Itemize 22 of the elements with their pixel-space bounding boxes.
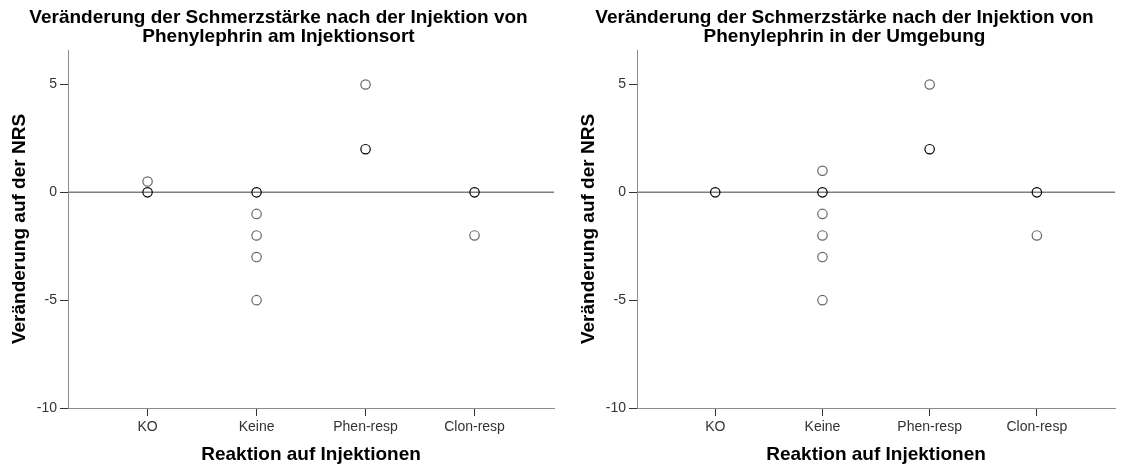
y-tick-label: -10 — [605, 398, 627, 415]
x-axis-title: Reaktion auf Injektionen — [766, 442, 986, 464]
y-tick-label: -10 — [36, 398, 58, 415]
y-axis-title: Veränderung auf der NRS — [576, 113, 598, 345]
y-tick-label: 0 — [49, 183, 58, 200]
x-tick-label: Keine — [804, 418, 841, 435]
y-tick-label: -5 — [613, 291, 627, 308]
x-tick-label: Keine — [238, 418, 275, 435]
chart-title: Veränderung der Schmerzstärke nach der Injektion von Phenylephrin in der Umgebung — [595, 5, 1094, 46]
y-tick-label: 5 — [49, 75, 58, 92]
y-tick-label: 5 — [618, 75, 627, 92]
x-tick-label: Phen-resp — [897, 418, 963, 435]
x-tick-label: Clon-resp — [1006, 418, 1068, 435]
x-tick-label: Clon-resp — [444, 418, 506, 435]
y-axis-title: Veränderung auf der NRS — [7, 113, 29, 345]
x-tick-label: Phen-resp — [333, 418, 399, 435]
y-tick-label: -5 — [44, 291, 58, 308]
y-tick-label: 0 — [618, 183, 627, 200]
x-tick-label: KO — [705, 418, 726, 435]
x-tick-label: KO — [137, 418, 158, 435]
x-axis-title: Reaktion auf Injektionen — [201, 442, 421, 464]
chart-title: Veränderung der Schmerzstärke nach der Injektion von Phenylephrin am Injektionsort — [29, 5, 528, 46]
